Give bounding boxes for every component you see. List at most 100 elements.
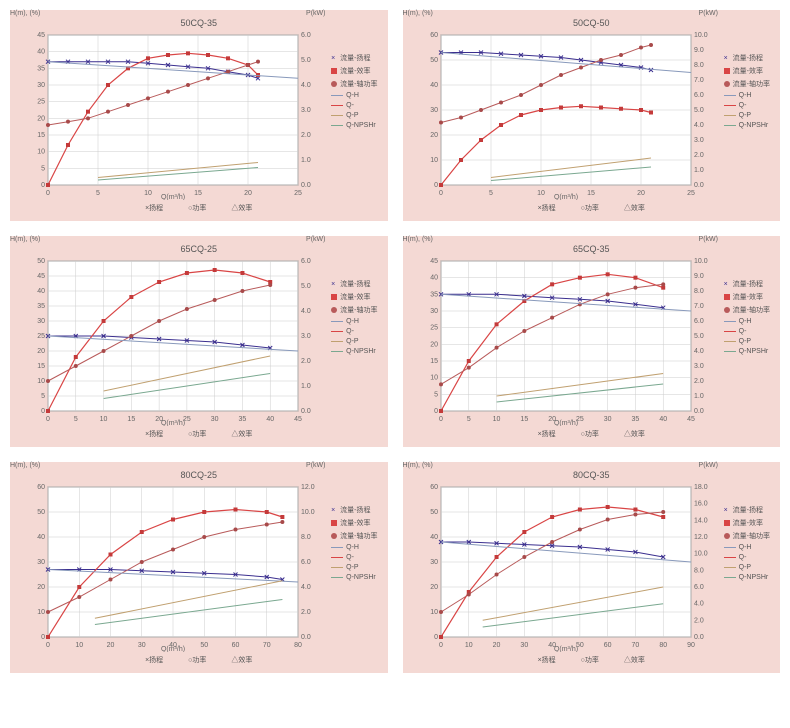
- svg-text:60: 60: [232, 642, 240, 649]
- svg-text:50: 50: [430, 57, 438, 64]
- legend-label: Q-P: [739, 338, 751, 345]
- svg-text:0.0: 0.0: [301, 182, 311, 189]
- svg-text:80: 80: [659, 642, 667, 649]
- y-left-label: H(m), (%): [10, 462, 40, 469]
- legend-label: 流量-轴功率: [340, 305, 377, 315]
- svg-text:0: 0: [46, 642, 50, 649]
- svg-text:35: 35: [631, 416, 639, 423]
- svg-text:45: 45: [294, 416, 302, 423]
- svg-text:5: 5: [41, 165, 45, 172]
- chart-panel: H(m), (%) 80CQ-35 P(kW) 0102030405060708…: [403, 462, 781, 673]
- svg-text:0: 0: [434, 408, 438, 415]
- legend-label: Q-P: [739, 112, 751, 119]
- svg-text:2.0: 2.0: [301, 609, 311, 616]
- svg-text:45: 45: [430, 258, 438, 265]
- svg-text:0: 0: [41, 408, 45, 415]
- svg-text:45: 45: [37, 273, 45, 280]
- chart-plot: 051015202530354045051015202530354045500.…: [18, 256, 380, 426]
- svg-text:0: 0: [439, 190, 443, 197]
- svg-text:25: 25: [430, 325, 438, 332]
- svg-text:10: 10: [464, 642, 472, 649]
- legend-label: 流量-扬程: [340, 279, 370, 289]
- svg-text:25: 25: [687, 190, 695, 197]
- svg-text:1.0: 1.0: [694, 167, 704, 174]
- legend-label: 流量-轴功率: [733, 531, 770, 541]
- svg-text:50: 50: [37, 258, 45, 265]
- legend-label: 流量-效率: [340, 66, 370, 76]
- svg-text:10.0: 10.0: [694, 551, 708, 558]
- svg-text:0.0: 0.0: [301, 634, 311, 641]
- svg-text:15: 15: [587, 190, 595, 197]
- svg-text:0: 0: [41, 182, 45, 189]
- svg-text:2.0: 2.0: [694, 617, 704, 624]
- svg-text:10: 10: [37, 609, 45, 616]
- svg-text:25: 25: [294, 190, 302, 197]
- y-left-label: H(m), (%): [403, 236, 433, 243]
- svg-text:5: 5: [41, 393, 45, 400]
- svg-text:5: 5: [74, 416, 78, 423]
- legend: ×流量-扬程流量-效率流量-轴功率Q-HQ-Q-PQ-NPSHr: [331, 276, 377, 358]
- legend-label: Q-NPSHr: [346, 574, 376, 581]
- x-category-labels: ×扬程○功率△效率: [411, 203, 773, 213]
- svg-text:5.0: 5.0: [694, 107, 704, 114]
- svg-text:10: 10: [144, 190, 152, 197]
- legend-label: 流量-效率: [733, 518, 763, 528]
- legend: ×流量-扬程流量-效率流量-轴功率Q-HQ-Q-PQ-NPSHr: [724, 276, 770, 358]
- svg-text:Q(m³/h): Q(m³/h): [553, 194, 577, 200]
- svg-text:0: 0: [434, 182, 438, 189]
- svg-text:30: 30: [430, 308, 438, 315]
- svg-text:15: 15: [37, 132, 45, 139]
- svg-text:5.0: 5.0: [301, 283, 311, 290]
- svg-text:35: 35: [37, 65, 45, 72]
- svg-text:7.0: 7.0: [694, 77, 704, 84]
- legend: ×流量-扬程流量-效率流量-轴功率Q-HQ-Q-PQ-NPSHr: [331, 502, 377, 584]
- svg-text:0: 0: [434, 634, 438, 641]
- svg-text:10: 10: [430, 157, 438, 164]
- svg-text:6.0: 6.0: [301, 559, 311, 566]
- svg-text:10.0: 10.0: [694, 32, 708, 39]
- legend-label: Q-H: [346, 92, 359, 99]
- y-left-label: H(m), (%): [10, 10, 40, 17]
- svg-text:3.0: 3.0: [301, 333, 311, 340]
- svg-text:35: 35: [430, 291, 438, 298]
- legend-label: Q-H: [346, 318, 359, 325]
- svg-text:30: 30: [37, 82, 45, 89]
- svg-text:70: 70: [263, 642, 271, 649]
- y-left-label: H(m), (%): [403, 462, 433, 469]
- chart-title: 50CQ-35: [18, 18, 380, 28]
- svg-text:10: 10: [75, 642, 83, 649]
- svg-text:5.0: 5.0: [694, 333, 704, 340]
- svg-text:50: 50: [37, 509, 45, 516]
- svg-text:8.0: 8.0: [694, 567, 704, 574]
- chart-plot: 010203040506070809001020304050600.02.04.…: [411, 482, 773, 652]
- y-left-label: H(m), (%): [403, 10, 433, 17]
- svg-text:12.0: 12.0: [694, 534, 708, 541]
- y-right-label: P(kW): [699, 10, 718, 17]
- svg-text:10: 10: [37, 378, 45, 385]
- svg-text:12.0: 12.0: [301, 484, 315, 491]
- legend-label: Q-NPSHr: [739, 122, 769, 129]
- chart-grid: H(m), (%) 50CQ-35 P(kW) 0 5 10 15 20 25 0 5 10 15…: [10, 10, 780, 673]
- svg-text:20: 20: [37, 348, 45, 355]
- svg-text:40: 40: [430, 275, 438, 282]
- legend-label: Q-NPSHr: [346, 122, 376, 129]
- svg-text:Q(m³/h): Q(m³/h): [553, 646, 577, 652]
- svg-text:14.0: 14.0: [694, 517, 708, 524]
- legend-label: 流量-扬程: [733, 505, 763, 515]
- legend-label: Q-: [739, 554, 747, 561]
- legend-label: Q-P: [346, 338, 358, 345]
- svg-text:30: 30: [430, 559, 438, 566]
- svg-text:15: 15: [37, 363, 45, 370]
- svg-text:40: 40: [659, 416, 667, 423]
- x-category-labels: ×扬程○功率△效率: [411, 655, 773, 665]
- legend-label: 流量-效率: [340, 518, 370, 528]
- svg-text:16.0: 16.0: [694, 501, 708, 508]
- chart-title: 50CQ-50: [411, 18, 773, 28]
- legend-label: Q-H: [739, 544, 752, 551]
- svg-text:30: 30: [211, 416, 219, 423]
- chart-title: 80CQ-35: [411, 470, 773, 480]
- svg-text:2.0: 2.0: [694, 152, 704, 159]
- chart-plot: 051015202501020304050600.01.02.03.04.05.…: [411, 30, 773, 200]
- legend-label: Q-NPSHr: [739, 348, 769, 355]
- svg-text:0: 0: [439, 416, 443, 423]
